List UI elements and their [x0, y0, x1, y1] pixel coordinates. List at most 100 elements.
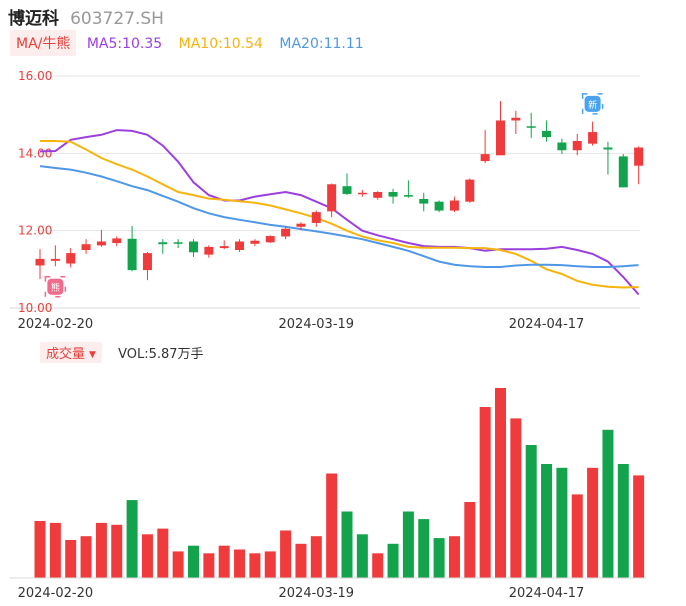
candle-body: [434, 201, 444, 211]
volume-bar: [402, 511, 414, 578]
volume-bar: [80, 536, 92, 578]
svg-text:熊: 熊: [51, 282, 60, 294]
volume-bar: [571, 494, 583, 578]
volume-bar: [479, 407, 491, 578]
candle-body: [526, 126, 536, 128]
candle-body: [388, 192, 398, 197]
volume-date-label: 2024-03-19: [279, 586, 355, 601]
price-tick-label: 12.00: [18, 224, 52, 238]
volume-bar: [141, 534, 153, 578]
volume-bar: [203, 553, 215, 578]
price-tick-label: 14.00: [18, 146, 52, 160]
candle-body: [342, 186, 352, 194]
candle-body: [496, 120, 505, 156]
volume-bar: [157, 528, 169, 578]
signal-markers: 熊新: [44, 93, 604, 298]
niu-badge-icon: 新: [581, 93, 604, 115]
candle-body: [66, 253, 76, 264]
candle-body: [81, 244, 91, 250]
xiong-badge-icon: 熊: [44, 275, 67, 298]
volume-bar: [218, 545, 230, 578]
ma5-legend: MA5:10.35: [86, 36, 163, 52]
candle-body: [603, 147, 613, 150]
stock-header: 博迈科 603727.SH: [8, 4, 164, 29]
candle-body: [572, 140, 582, 151]
candle-body: [480, 154, 490, 162]
candlestick-series: [35, 101, 644, 281]
candle-body: [35, 258, 45, 266]
volume-bar: [602, 429, 614, 578]
candle-body: [127, 238, 137, 271]
volume-bar: [556, 467, 568, 578]
moving-average-lines: [39, 129, 640, 296]
price-tick-label: 16.00: [18, 69, 52, 83]
volume-legend: 成交量 ▼ VOL:5.87万手: [40, 342, 204, 363]
volume-tag-label: 成交量: [46, 347, 86, 362]
volume-bar: [356, 534, 368, 578]
volume-bar: [464, 502, 476, 578]
volume-bar: [295, 543, 307, 578]
caret-down-icon: ▼: [89, 349, 96, 360]
price-y-axis: 16.00 14.00 12.00 10.00: [18, 69, 52, 315]
volume-bar: [188, 545, 199, 578]
stock-name: 博迈科: [8, 9, 59, 29]
candle-body: [142, 253, 152, 271]
candle-body: [419, 198, 429, 204]
candle-body: [618, 156, 628, 188]
candle-body: [250, 240, 260, 244]
candle-body: [158, 242, 168, 245]
volume-bar: [495, 388, 506, 578]
ma-legend: MA/牛熊 MA5:10.35 MA10:10.54 MA20:11.11: [10, 30, 376, 56]
candle-body: [403, 195, 413, 197]
volume-bar: [387, 543, 399, 578]
volume-bar: [587, 467, 599, 578]
volume-bars: [34, 388, 645, 578]
candle-body: [189, 241, 198, 253]
candle-body: [373, 192, 383, 198]
candle-body: [588, 132, 598, 144]
candle-body: [557, 142, 567, 151]
candle-body: [296, 223, 306, 227]
candle-body: [634, 147, 644, 166]
volume-date-label: 2024-02-20: [18, 586, 94, 601]
volume-bar: [372, 553, 384, 578]
volume-date-label: 2024-04-17: [509, 586, 585, 601]
candle-body: [449, 200, 459, 211]
candle-body: [357, 192, 367, 195]
volume-bar: [249, 553, 261, 578]
indicator-selector[interactable]: MA/牛熊: [10, 30, 77, 56]
price-grid: [10, 75, 640, 309]
volume-bar: [280, 530, 292, 578]
volume-bar: [172, 551, 184, 578]
volume-value: VOL:5.87万手: [118, 347, 204, 362]
candle-body: [96, 241, 106, 246]
price-x-axis: 2024-02-20 2024-03-19 2024-04-17: [18, 317, 585, 332]
candle-body: [265, 236, 275, 243]
volume-bar: [326, 473, 338, 578]
candle-body: [327, 184, 337, 212]
svg-text:新: 新: [588, 99, 597, 111]
price-tick-label: 10.00: [18, 301, 52, 315]
price-date-label: 2024-02-20: [18, 317, 94, 332]
volume-bar: [525, 445, 537, 578]
candle-body: [112, 238, 122, 244]
volume-bar: [234, 549, 246, 578]
stock-code: 603727.SH: [70, 9, 164, 29]
ma-line-ma20: [39, 165, 639, 268]
candle-body: [235, 241, 245, 250]
volume-bar: [95, 522, 107, 578]
volume-indicator-selector[interactable]: 成交量 ▼: [40, 342, 102, 363]
candle-body: [219, 246, 229, 249]
volume-bar: [418, 519, 430, 578]
volume-bar: [433, 538, 445, 578]
volume-bar: [617, 464, 629, 578]
volume-bar: [34, 521, 46, 578]
candle-body: [50, 258, 60, 261]
candle-body: [173, 242, 183, 244]
candle-body: [542, 130, 552, 138]
volume-bar: [448, 536, 460, 578]
candle-body: [465, 179, 475, 202]
volume-bar: [111, 524, 123, 578]
candle-body: [311, 212, 321, 223]
